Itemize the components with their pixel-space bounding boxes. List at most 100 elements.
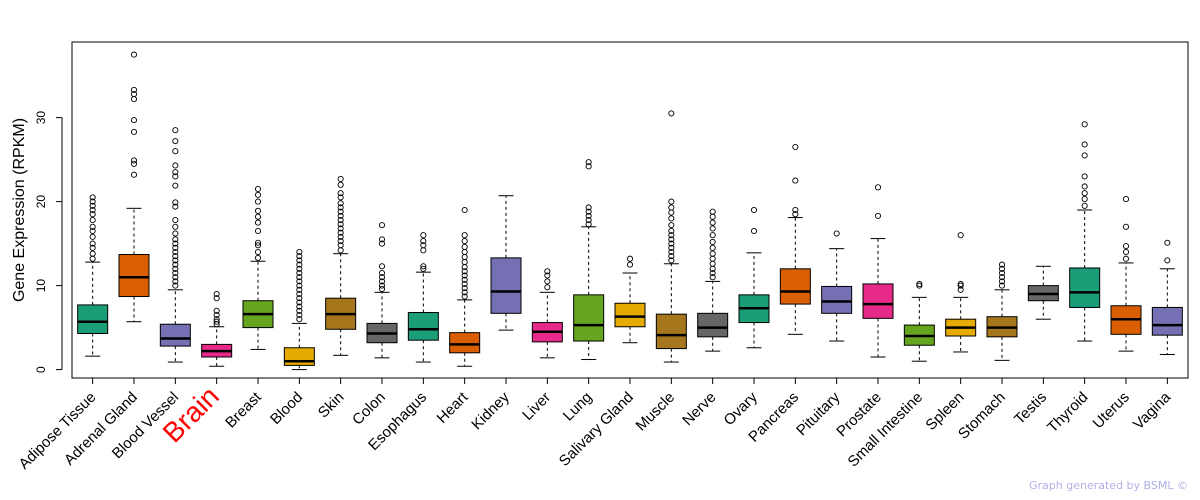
outlier-point: [296, 282, 303, 289]
outlier-point: [544, 278, 551, 285]
outlier-point: [378, 278, 386, 285]
outlier-point: [296, 278, 303, 285]
outlier-point: [709, 274, 716, 281]
outlier-point: [709, 232, 716, 239]
outlier-point: [337, 229, 344, 236]
outlier-point: [130, 86, 138, 93]
outlier-point: [296, 265, 303, 272]
outlier-point: [254, 239, 262, 246]
outlier-point: [172, 278, 179, 285]
outlier-point: [130, 117, 138, 124]
outlier-point: [89, 211, 96, 218]
y-axis-title: Gene Expression (RPKM): [11, 118, 28, 302]
outlier-point: [378, 274, 386, 281]
outlier-point: [378, 269, 386, 277]
outlier-point: [668, 248, 675, 256]
outlier-point: [585, 204, 592, 211]
outlier-point: [337, 212, 344, 219]
outlier-point: [89, 194, 96, 201]
outlier-point: [1164, 257, 1171, 264]
outlier-point: [172, 274, 179, 281]
outlier-point: [130, 96, 138, 103]
outlier-point: [461, 289, 468, 296]
outlier-point: [172, 217, 179, 224]
outlier-point: [89, 255, 96, 262]
outlier-point: [1122, 243, 1130, 250]
outlier-point: [792, 177, 799, 184]
outlier-point: [461, 259, 468, 266]
x-tick-label: Colon: [349, 389, 389, 429]
outlier-point: [254, 198, 262, 205]
outlier-point: [750, 206, 758, 214]
outlier-point: [585, 163, 592, 170]
outlier-point: [874, 184, 882, 191]
outlier-point: [172, 199, 179, 206]
outlier-point: [172, 203, 179, 210]
x-tick-label: Testis: [1011, 389, 1050, 428]
outlier-point: [296, 303, 303, 310]
outlier-point: [337, 242, 344, 249]
box: [821, 285, 853, 314]
outlier-point: [585, 208, 592, 215]
outlier-point: [172, 138, 179, 145]
outlier-point: [378, 236, 386, 243]
box: [77, 304, 109, 334]
outlier-point: [296, 316, 303, 323]
outlier-point: [296, 299, 303, 306]
outlier-point: [544, 272, 551, 279]
outlier-point: [296, 274, 303, 281]
outlier-point: [254, 242, 262, 249]
outlier-point: [709, 225, 716, 232]
outlier-point: [172, 236, 179, 243]
outlier-point: [461, 253, 468, 261]
outlier-point: [544, 268, 551, 275]
outlier-point: [296, 286, 303, 293]
outlier-point: [750, 227, 758, 235]
outlier-point: [172, 244, 179, 251]
outlier-point: [461, 272, 468, 279]
outlier-point: [89, 198, 96, 205]
outlier-point: [254, 227, 262, 235]
outlier-point: [89, 217, 96, 224]
outlier-point: [420, 242, 427, 249]
outlier-point: [296, 248, 303, 256]
outlier-point: [213, 311, 220, 319]
outlier-point: [172, 257, 179, 264]
outlier-point: [668, 222, 675, 229]
outlier-point: [213, 318, 220, 325]
outlier-point: [626, 255, 634, 262]
box: [118, 254, 150, 298]
outlier-point: [957, 280, 964, 287]
outlier-point: [254, 219, 262, 226]
box: [159, 323, 191, 347]
outlier-point: [89, 244, 96, 251]
outlier-point: [1081, 183, 1088, 190]
outlier-point: [998, 282, 1006, 289]
outlier-point: [378, 263, 386, 270]
box: [697, 312, 729, 338]
x-tick-label: Salivary Gland: [556, 389, 637, 470]
outlier-point: [709, 260, 716, 267]
box: [862, 283, 894, 319]
outlier-point: [213, 307, 220, 314]
x-tick-label: Skin: [315, 389, 348, 422]
outlier-point: [1164, 239, 1171, 246]
box: [1069, 267, 1101, 308]
outlier-point: [585, 159, 592, 166]
outlier-point: [337, 204, 344, 211]
outlier-point: [337, 233, 344, 240]
outlier-point: [461, 268, 468, 275]
x-tick-label: Small Intestine: [845, 389, 927, 471]
outlier-point: [668, 215, 675, 222]
box: [283, 347, 315, 366]
outlier-point: [461, 243, 468, 251]
outlier-point: [957, 286, 964, 293]
outlier-point: [254, 185, 262, 193]
outlier-point: [461, 280, 468, 287]
outlier-point: [172, 169, 179, 176]
outlier-point: [1122, 196, 1130, 203]
x-tick-label: Thyroid: [1044, 389, 1091, 436]
outlier-point: [213, 316, 220, 323]
outlier-point: [998, 274, 1006, 281]
x-tick-label: Blood: [267, 389, 306, 428]
